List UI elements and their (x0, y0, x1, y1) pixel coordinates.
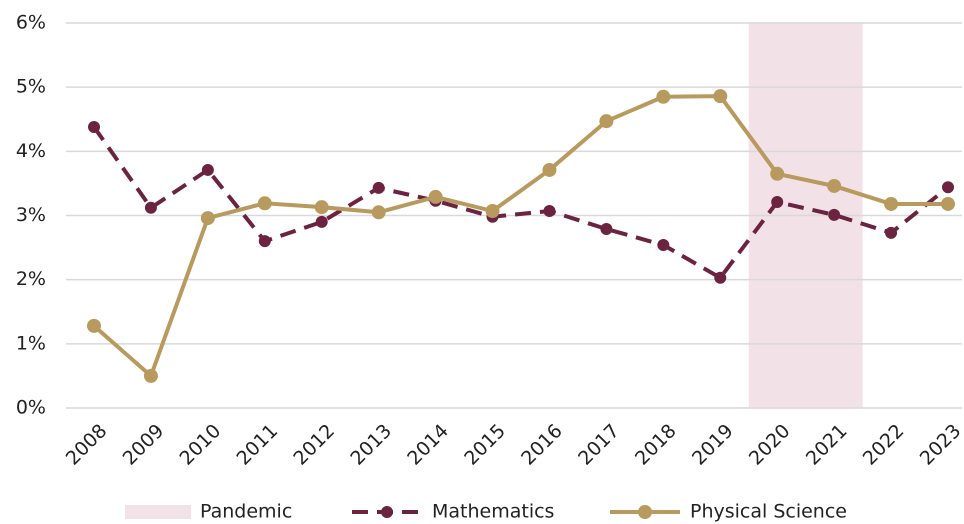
data-point (485, 204, 500, 219)
x-tick-label: 2012 (289, 420, 339, 470)
data-point (713, 89, 728, 104)
data-point (941, 196, 955, 211)
data-point (600, 222, 613, 235)
x-tick-label: 2013 (346, 420, 396, 470)
data-point (258, 235, 271, 248)
x-tick-label: 2019 (688, 420, 738, 470)
series-line (92, 94, 948, 380)
y-tick-label: 4% (16, 140, 46, 162)
data-point (771, 196, 784, 209)
x-tick-label: 2017 (574, 420, 624, 470)
data-point (143, 368, 158, 383)
data-point (144, 201, 157, 214)
data-point (200, 211, 215, 226)
x-tick-label: 2010 (176, 420, 226, 470)
data-point (942, 181, 954, 194)
data-point (884, 196, 899, 211)
y-tick-label: 0% (16, 397, 46, 419)
legend-label: Pandemic (200, 501, 292, 523)
data-point (714, 271, 727, 284)
data-point (257, 196, 272, 211)
y-tick-label: 2% (16, 268, 46, 290)
x-tick-label: 2014 (403, 420, 453, 470)
legend-swatch (125, 505, 191, 519)
data-point (828, 208, 841, 221)
data-point (314, 200, 329, 215)
data-point (542, 162, 557, 177)
x-tick-label: 2009 (119, 420, 169, 470)
data-point (827, 178, 842, 193)
x-tick-label: 2018 (631, 420, 681, 470)
data-point (770, 166, 785, 181)
data-point (428, 189, 443, 204)
data-point (87, 318, 101, 333)
x-tick-label: 2008 (62, 420, 112, 470)
series-line (92, 125, 950, 281)
data-point (88, 120, 100, 133)
data-point (885, 226, 898, 239)
y-tick-label: 1% (16, 332, 46, 354)
x-tick-label: 2023 (916, 420, 964, 470)
data-point (657, 239, 670, 252)
legend-marker (381, 506, 393, 518)
legend-label: Mathematics (432, 501, 554, 523)
data-point (656, 89, 671, 104)
y-tick-label: 3% (16, 204, 46, 226)
legend-label: Physical Science (690, 501, 847, 523)
data-point (201, 163, 214, 176)
x-tick-label: 2021 (802, 420, 852, 470)
x-tick-label: 2022 (859, 420, 909, 470)
data-point (315, 215, 328, 228)
y-tick-label: 5% (16, 76, 46, 98)
data-point (599, 114, 614, 129)
data-point (543, 205, 556, 218)
y-tick-label: 6% (16, 12, 46, 34)
data-point (372, 181, 385, 194)
x-tick-label: 2011 (232, 420, 282, 470)
x-tick-label: 2020 (745, 420, 795, 470)
x-tick-label: 2016 (517, 420, 567, 470)
data-point (371, 205, 386, 220)
x-tick-label: 2015 (460, 420, 510, 470)
legend-marker (638, 505, 652, 519)
